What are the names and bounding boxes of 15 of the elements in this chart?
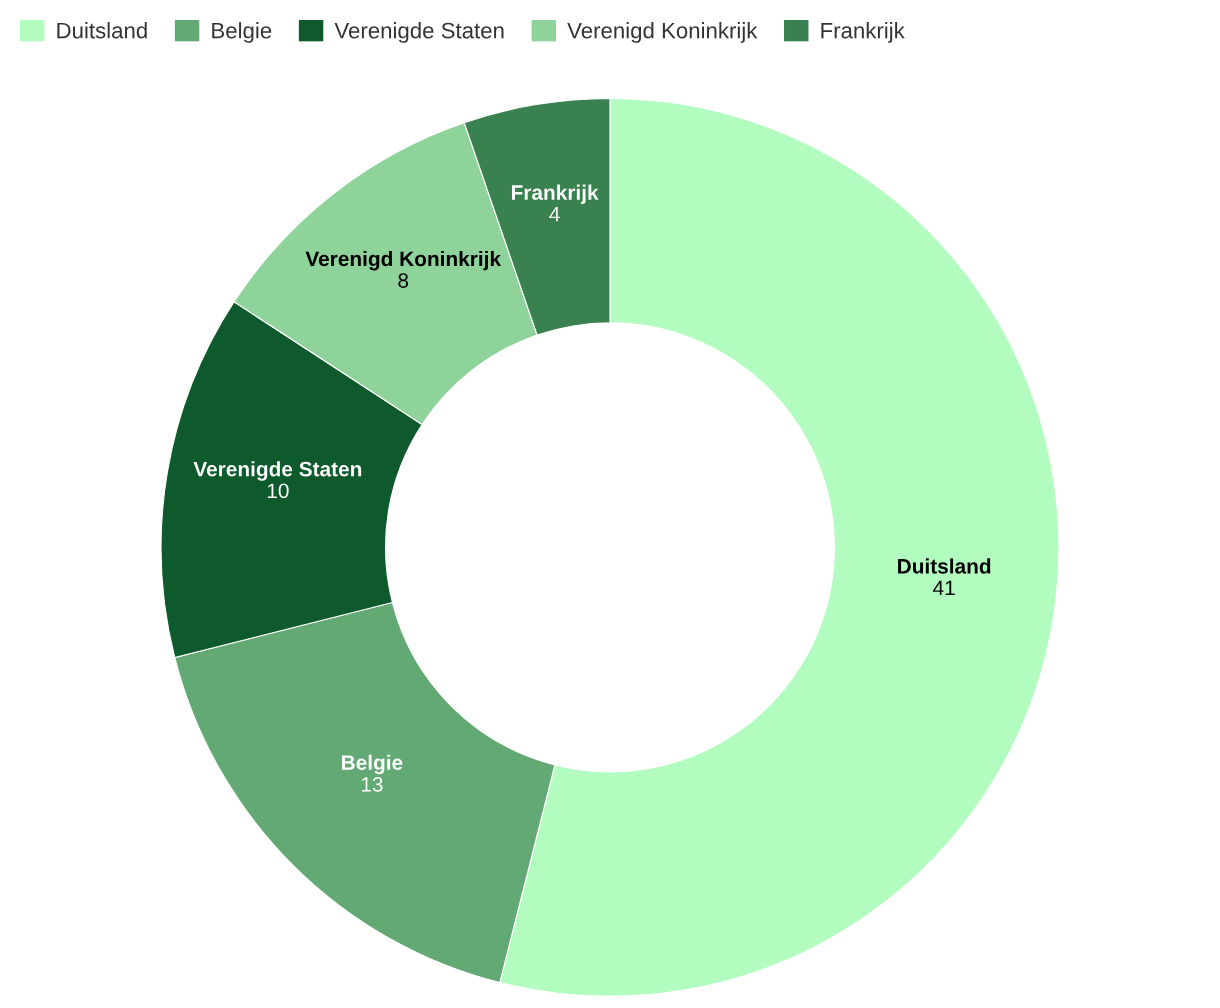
legend-label: Verenigde Staten [334,22,504,43]
slice-label: Verenigde Staten [193,461,362,481]
data-label: 10 [267,483,289,499]
legend-label: Frankrijk [821,22,905,43]
slice-label: Belgie [342,754,403,775]
legend-label: Duitsland [57,22,147,39]
data-label: 41 [933,580,955,596]
legend-label: Belgie [212,22,272,43]
slice-label: Duitsland [898,558,991,574]
data-label: 8 [398,273,409,288]
slice-label: Verenigd Koninkrijk [305,250,502,271]
slice-label: Frankrijk [511,184,599,204]
data-label: 4 [549,207,560,222]
data-label: 13 [361,777,383,792]
legend-label: Verenigd Koninkrijk [567,22,758,43]
